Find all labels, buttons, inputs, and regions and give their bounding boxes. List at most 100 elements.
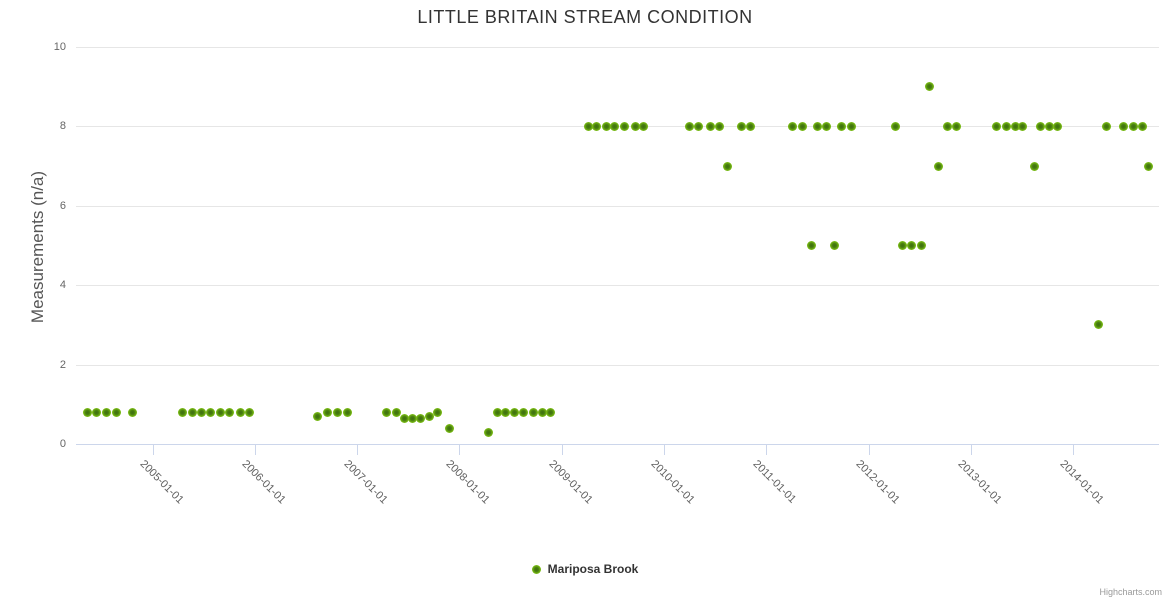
data-point[interactable] <box>224 407 234 417</box>
data-point[interactable] <box>583 121 593 131</box>
data-point[interactable] <box>897 241 907 250</box>
data-point[interactable] <box>197 407 207 417</box>
x-tick-mark <box>1073 445 1075 455</box>
data-point[interactable] <box>788 121 798 131</box>
data-point[interactable] <box>630 121 640 131</box>
x-tick-label: 2006-01-01 <box>239 458 288 507</box>
data-point[interactable] <box>391 407 401 417</box>
gridline <box>76 205 1159 207</box>
data-point[interactable] <box>1002 121 1012 131</box>
data-point[interactable] <box>112 407 122 417</box>
data-point[interactable] <box>236 407 246 417</box>
data-point[interactable] <box>312 411 322 421</box>
data-point[interactable] <box>399 413 409 423</box>
x-tick-label: 2008-01-01 <box>443 458 493 507</box>
data-point[interactable] <box>942 121 952 131</box>
data-point[interactable] <box>323 407 333 417</box>
data-point[interactable] <box>333 407 343 417</box>
data-point[interactable] <box>830 241 840 250</box>
data-point[interactable] <box>812 121 822 131</box>
data-point[interactable] <box>215 407 225 417</box>
data-point[interactable] <box>822 121 832 131</box>
data-point[interactable] <box>1011 121 1021 131</box>
data-point[interactable] <box>444 423 454 433</box>
data-point[interactable] <box>991 121 1001 131</box>
x-tick-label: 2005-01-01 <box>137 458 186 507</box>
x-tick-label: 2010-01-01 <box>648 458 697 507</box>
data-point[interactable] <box>907 241 916 250</box>
data-point[interactable] <box>382 407 392 417</box>
data-point[interactable] <box>1045 121 1055 131</box>
data-point[interactable] <box>592 121 602 131</box>
data-point[interactable] <box>91 407 101 417</box>
data-point[interactable] <box>846 121 856 131</box>
data-point[interactable] <box>925 82 935 92</box>
highcharts-credit-link[interactable]: Highcharts.com <box>1099 587 1162 597</box>
data-point[interactable] <box>127 407 137 417</box>
data-point[interactable] <box>501 407 511 417</box>
data-point[interactable] <box>528 407 538 417</box>
data-point[interactable] <box>1144 161 1154 171</box>
data-point[interactable] <box>837 121 847 131</box>
data-point[interactable] <box>1138 121 1148 131</box>
x-tick-label: 2014-01-01 <box>1057 458 1106 507</box>
data-point[interactable] <box>206 407 216 417</box>
data-point[interactable] <box>1102 121 1112 131</box>
x-tick-mark <box>152 445 154 455</box>
data-point[interactable] <box>714 121 724 131</box>
data-point[interactable] <box>685 121 695 131</box>
data-point[interactable] <box>432 407 442 417</box>
gridline <box>76 285 1159 287</box>
data-point[interactable] <box>407 413 417 423</box>
data-point[interactable] <box>694 121 704 131</box>
data-point[interactable] <box>546 407 555 417</box>
data-point[interactable] <box>1094 320 1104 330</box>
gridline <box>76 364 1159 366</box>
data-point[interactable] <box>245 407 255 417</box>
gridline <box>76 47 1159 48</box>
data-point[interactable] <box>602 121 612 131</box>
x-tick-label: 2013-01-01 <box>955 458 1004 507</box>
data-point[interactable] <box>797 121 807 131</box>
data-point[interactable] <box>746 121 756 131</box>
y-tick-label: 0 <box>59 438 66 450</box>
data-point[interactable] <box>1053 121 1063 131</box>
data-point[interactable] <box>806 241 816 250</box>
data-point[interactable] <box>425 411 435 421</box>
data-point[interactable] <box>519 407 529 417</box>
legend-item-mariposa-brook[interactable]: Mariposa Brook <box>531 562 638 576</box>
x-tick-mark <box>766 445 768 455</box>
data-point[interactable] <box>933 161 943 171</box>
data-point[interactable] <box>188 407 198 417</box>
x-tick-mark <box>970 445 972 455</box>
y-tick-label: 6 <box>59 199 66 212</box>
data-point[interactable] <box>510 407 520 417</box>
data-point[interactable] <box>952 121 961 131</box>
data-point[interactable] <box>342 407 352 417</box>
data-point[interactable] <box>639 121 649 131</box>
data-point[interactable] <box>483 427 493 437</box>
data-point[interactable] <box>619 121 629 131</box>
y-axis-title: Measurements (n/a) <box>28 170 47 324</box>
data-point[interactable] <box>705 121 715 131</box>
data-point[interactable] <box>492 407 502 417</box>
data-point[interactable] <box>917 241 927 250</box>
y-tick-label: 2 <box>59 358 66 371</box>
data-point[interactable] <box>102 407 112 417</box>
data-point[interactable] <box>1029 161 1039 171</box>
data-point[interactable] <box>890 121 900 131</box>
data-point[interactable] <box>1035 121 1045 131</box>
data-point[interactable] <box>537 407 547 417</box>
data-point[interactable] <box>416 413 426 423</box>
x-tick-mark <box>664 445 666 455</box>
data-point[interactable] <box>722 161 732 171</box>
data-point[interactable] <box>1018 121 1028 131</box>
data-point[interactable] <box>737 121 747 131</box>
y-tick-label: 10 <box>53 41 66 53</box>
data-point[interactable] <box>1128 121 1138 131</box>
data-point[interactable] <box>610 121 620 131</box>
x-tick-mark <box>868 445 870 455</box>
data-point[interactable] <box>177 407 187 417</box>
data-point[interactable] <box>1118 121 1128 131</box>
data-point[interactable] <box>82 407 92 417</box>
